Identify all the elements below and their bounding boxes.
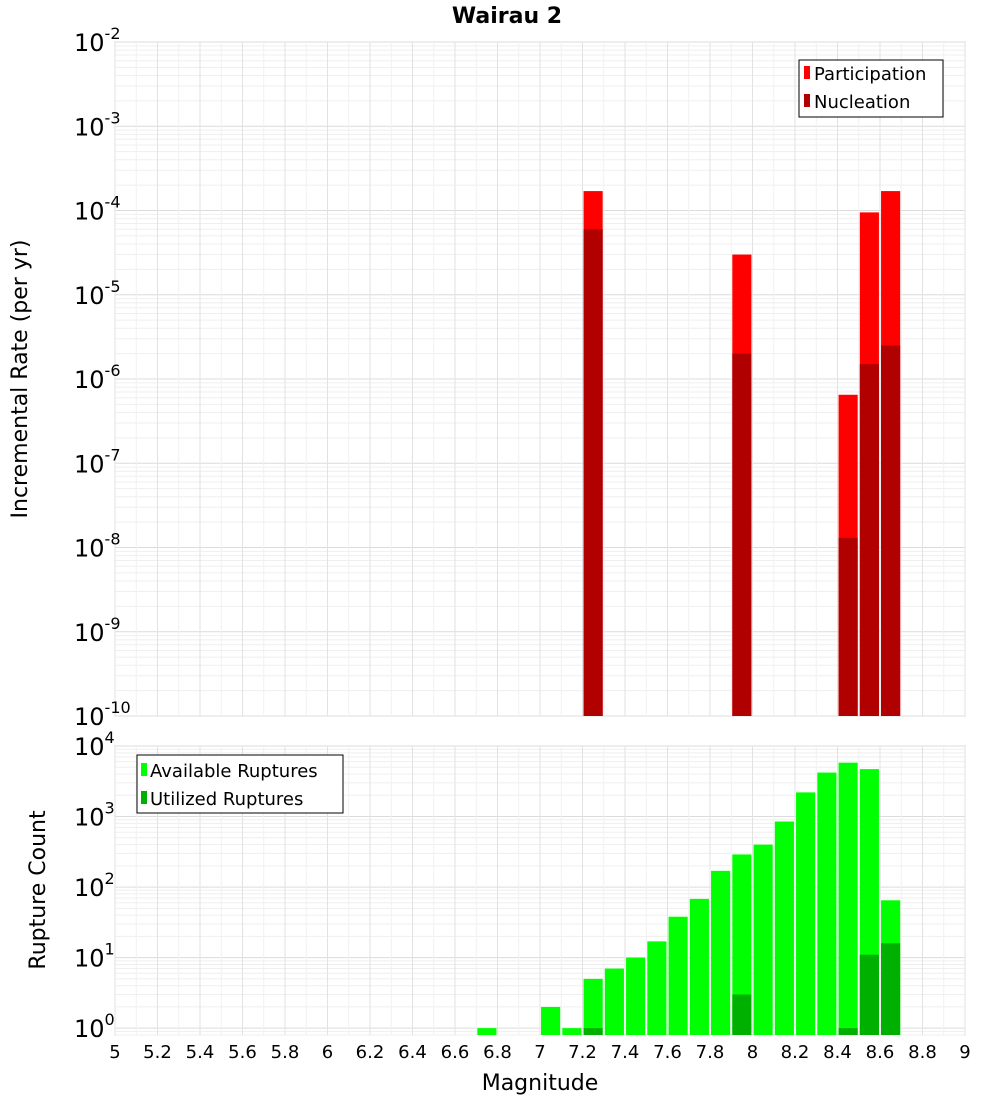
top-y-tick-label: 10-8	[74, 530, 121, 563]
bottom-y-axis-label: Rupture Count	[26, 810, 51, 970]
bottom-legend: Available Ruptures Utilized Ruptures	[136, 754, 344, 814]
bottom-bar-series-b	[859, 954, 879, 1035]
x-tick-label: 5.6	[228, 1042, 257, 1063]
bottom-bar-series-b	[881, 943, 901, 1035]
bottom-panel: 100 101 102 103 104 5 5.2 5.4 5.6 5.8 6 6.2 6.4 6.6 6…	[26, 728, 971, 1096]
top-bar-series-b	[859, 364, 879, 716]
top-legend: Participation Nucleation	[798, 59, 944, 118]
bottom-bar-series-a	[604, 968, 624, 1035]
x-tick-label: 7.6	[653, 1042, 682, 1063]
legend-swatch-utilized	[141, 791, 147, 804]
chart-title: Wairau 2	[452, 4, 562, 29]
x-tick-label: 5.2	[143, 1042, 172, 1063]
bottom-bar-series-a	[838, 762, 858, 1035]
top-bar-series-b	[881, 345, 901, 716]
bottom-bars	[477, 762, 901, 1035]
bottom-bar-series-a	[753, 844, 773, 1035]
top-bar-series-b	[838, 537, 858, 716]
x-tick-label: 8.2	[781, 1042, 810, 1063]
bottom-bar-series-a	[732, 854, 752, 1035]
x-tick-label: 7.4	[611, 1042, 640, 1063]
x-tick-label: 6.6	[441, 1042, 470, 1063]
x-tick-label: 6.4	[398, 1042, 427, 1063]
x-tick-labels: 5 5.2 5.4 5.6 5.8 6 6.2 6.4 6.6 6.8 7 7.2 7.4 7.6 7.8 8…	[109, 1042, 970, 1063]
bottom-y-tick-label: 104	[74, 728, 115, 761]
top-y-tick-labels: 10-10 10-9 10-8 10-7 10-6 10-5 10-4 10-3 10-2	[74, 24, 131, 731]
top-y-tick-label: 10-4	[74, 193, 121, 226]
bottom-bar-series-a	[647, 941, 667, 1035]
bottom-y-tick-label: 101	[74, 940, 115, 973]
x-tick-label: 6	[322, 1042, 333, 1063]
bottom-bar-series-a	[774, 821, 794, 1035]
legend-swatch-nucleation	[804, 94, 810, 107]
legend-label-participation: Participation	[814, 64, 926, 85]
x-tick-label: 5.4	[186, 1042, 215, 1063]
top-panel: 10-10 10-9 10-8 10-7 10-6 10-5 10-4 10-3 10-2 In…	[8, 24, 966, 731]
x-tick-label: 7	[534, 1042, 545, 1063]
bottom-y-tick-label: 102	[74, 869, 115, 902]
top-y-tick-label: 10-2	[74, 24, 121, 57]
legend-label-utilized: Utilized Ruptures	[150, 789, 303, 810]
top-gridlines	[114, 41, 966, 717]
bottom-bar-series-a	[689, 898, 709, 1035]
top-bar-series-b	[583, 229, 603, 717]
x-tick-label: 7.8	[696, 1042, 725, 1063]
x-tick-label: 5.8	[271, 1042, 300, 1063]
top-bars	[583, 191, 901, 717]
bottom-bar-series-b	[838, 1028, 858, 1035]
bottom-bar-series-a	[541, 1006, 561, 1035]
bottom-bar-series-a	[583, 978, 603, 1035]
legend-swatch-participation	[804, 66, 810, 79]
bottom-y-tick-label: 100	[74, 1010, 115, 1043]
bottom-bar-series-a	[711, 870, 731, 1035]
bottom-bar-series-a	[796, 792, 816, 1035]
top-y-tick-label: 10-5	[74, 277, 121, 310]
bottom-legend-box	[136, 754, 344, 814]
top-y-tick-label: 10-6	[74, 361, 121, 394]
top-y-tick-label: 10-10	[74, 698, 131, 731]
bottom-bar-series-a	[668, 916, 688, 1035]
x-axis-label: Magnitude	[482, 1071, 599, 1096]
top-bar-series-b	[732, 353, 752, 716]
x-tick-label: 6.8	[483, 1042, 512, 1063]
x-tick-label: 8.8	[908, 1042, 937, 1063]
x-tick-label: 9	[959, 1042, 970, 1063]
bottom-y-tick-label: 103	[74, 799, 115, 832]
top-y-tick-label: 10-7	[74, 445, 121, 478]
bottom-bar-series-a	[626, 957, 646, 1035]
bottom-y-tick-labels: 100 101 102 103 104	[74, 728, 115, 1043]
x-tick-label: 5	[109, 1042, 120, 1063]
top-y-tick-label: 10-9	[74, 614, 121, 647]
legend-swatch-available	[141, 763, 147, 776]
x-tick-label: 7.2	[568, 1042, 597, 1063]
top-legend-box	[798, 59, 944, 118]
top-y-tick-label: 10-3	[74, 108, 121, 141]
x-tick-label: 8.4	[823, 1042, 852, 1063]
x-tick-label: 6.2	[356, 1042, 385, 1063]
top-y-axis-label: Incremental Rate (per yr)	[8, 240, 33, 519]
x-tick-label: 8	[747, 1042, 758, 1063]
bottom-bar-series-b	[583, 1028, 603, 1035]
bottom-bar-series-b	[732, 994, 752, 1035]
legend-label-nucleation: Nucleation	[814, 92, 910, 113]
bottom-bar-series-a	[477, 1028, 497, 1035]
legend-label-available: Available Ruptures	[150, 761, 318, 782]
x-tick-label: 8.6	[866, 1042, 895, 1063]
bottom-bar-series-a	[562, 1028, 582, 1035]
bottom-bar-series-a	[817, 772, 837, 1035]
